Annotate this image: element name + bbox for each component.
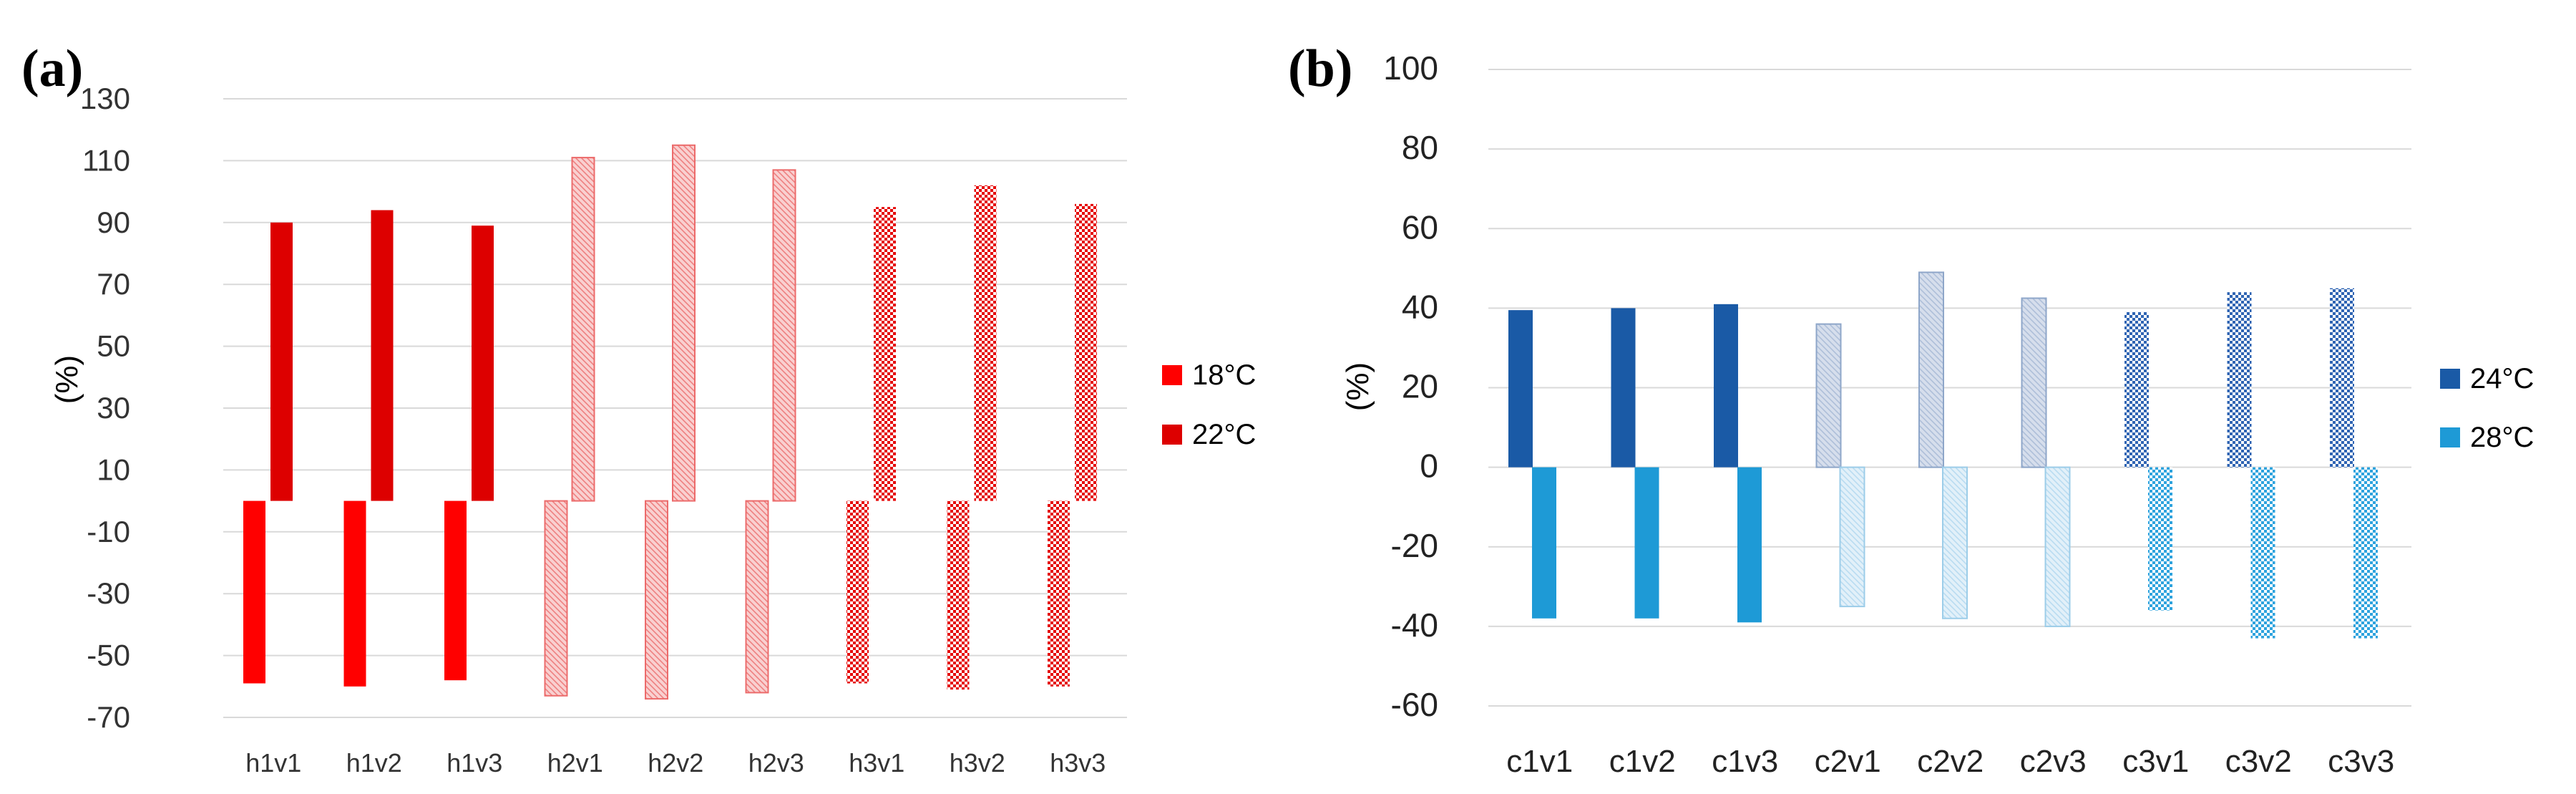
panel-label-b: (b) xyxy=(1288,39,1352,98)
bar-c3v1-24c xyxy=(2124,311,2149,468)
bar-h1v1-18c xyxy=(243,500,265,684)
bar-c1v2-28c xyxy=(1634,467,1659,619)
legend-swatch-24c xyxy=(2440,369,2460,389)
bar-h1v1-22c xyxy=(270,222,293,501)
y-tick-label: 0 xyxy=(1420,447,1438,485)
bar-c3v2-28c xyxy=(2250,467,2275,639)
chart-a-legend: 18°C 22°C xyxy=(1162,359,1256,450)
legend-label-22c: 22°C xyxy=(1192,419,1256,450)
bar-c1v2-24c xyxy=(1611,308,1636,468)
x-tick-label: h3v1 xyxy=(849,748,904,778)
bar-h3v2-18c xyxy=(947,500,970,690)
bar-c2v3-28c xyxy=(2044,466,2071,627)
x-tick-label: c3v3 xyxy=(2328,744,2394,779)
legend-swatch-22c xyxy=(1162,425,1182,445)
legend-label-24c: 24°C xyxy=(2470,363,2534,394)
chart-b-bars xyxy=(1508,271,2378,639)
bar-h1v2-18c xyxy=(343,500,366,687)
bar-h3v3-22c xyxy=(1075,203,1097,501)
y-tick-label: 90 xyxy=(97,205,130,239)
legend-label-28c: 28°C xyxy=(2470,422,2534,453)
y-tick-label: -70 xyxy=(87,700,130,734)
x-tick-label: c1v2 xyxy=(1609,744,1676,779)
bar-c3v3-28c xyxy=(2353,467,2378,639)
y-tick-label: 40 xyxy=(1402,288,1438,325)
y-tick-label: 130 xyxy=(80,82,130,115)
x-tick-label: c2v1 xyxy=(1815,744,1881,779)
legend-swatch-18c xyxy=(1162,365,1182,385)
bar-h2v1-18c xyxy=(544,500,568,697)
y-tick-label: 20 xyxy=(1402,368,1438,405)
bar-c1v3-24c xyxy=(1714,304,1738,468)
x-tick-label: c3v1 xyxy=(2122,744,2189,779)
bar-h1v2-22c xyxy=(371,210,394,501)
x-tick-label: c1v3 xyxy=(1712,744,1778,779)
legend-label-18c: 18°C xyxy=(1192,359,1256,391)
y-tick-label: 100 xyxy=(1383,49,1438,87)
bar-c1v1-24c xyxy=(1508,310,1533,468)
x-tick-label: h1v1 xyxy=(245,748,301,778)
y-tick-label: 60 xyxy=(1402,208,1438,246)
y-tick-label: 110 xyxy=(82,143,130,177)
x-tick-label: h3v2 xyxy=(950,748,1005,778)
chart-b-x-ticks: c1v1 c1v2 c1v3 c2v1 c2v2 c2v3 c3v1 c3v2 c3v3 xyxy=(1506,744,2394,779)
y-tick-label: -30 xyxy=(87,576,130,610)
bar-h3v3-18c xyxy=(1048,500,1070,687)
x-tick-label: c3v2 xyxy=(2225,744,2292,779)
bar-h1v3-22c xyxy=(472,226,494,501)
bar-c1v3-28c xyxy=(1737,467,1762,623)
x-tick-label: h1v2 xyxy=(346,748,402,778)
bar-c2v1-24c xyxy=(1815,323,1842,468)
chart-a-bars xyxy=(243,144,1097,700)
chart-b-y-label: (%) xyxy=(1340,362,1375,411)
y-tick-label: 50 xyxy=(97,329,130,363)
bar-h3v1-22c xyxy=(874,207,896,501)
y-tick-label: 70 xyxy=(97,267,130,301)
x-tick-label: h3v3 xyxy=(1050,748,1106,778)
bar-h2v2-22c xyxy=(672,144,696,502)
bar-c3v1-28c xyxy=(2148,467,2172,611)
bar-c1v1-28c xyxy=(1532,467,1556,619)
bar-h2v2-18c xyxy=(645,500,668,700)
y-tick-label: -40 xyxy=(1391,606,1438,644)
chart-a-x-ticks: h1v1 h1v2 h1v3 h2v1 h2v2 h2v3 h3v1 h3v2 h3v3 xyxy=(245,748,1106,778)
bar-c2v1-28c xyxy=(1839,466,1865,608)
x-tick-label: h2v3 xyxy=(748,748,804,778)
panel-label-a: (a) xyxy=(21,39,83,98)
bar-h2v3-18c xyxy=(745,500,769,694)
bar-h1v3-18c xyxy=(444,500,467,681)
x-tick-label: h2v2 xyxy=(648,748,703,778)
y-tick-label: 10 xyxy=(97,452,130,486)
y-tick-label: -60 xyxy=(1391,686,1438,723)
x-tick-label: h1v3 xyxy=(447,748,502,778)
bar-c2v3-24c xyxy=(2021,297,2047,468)
chart-a: (a) -70 -50 -30 -10 10 30 50 70 90 110 130 (%) h1v… xyxy=(21,39,1256,778)
x-tick-label: h2v1 xyxy=(547,748,603,778)
bar-h3v1-18c xyxy=(847,500,869,684)
chart-b-legend: 24°C 28°C xyxy=(2440,363,2534,453)
x-tick-label: c1v1 xyxy=(1506,744,1573,779)
bar-c3v3-24c xyxy=(2330,288,2354,468)
y-tick-label: -50 xyxy=(87,639,130,672)
bar-c3v2-24c xyxy=(2227,292,2252,468)
bar-h2v1-22c xyxy=(571,157,595,502)
y-tick-label: 30 xyxy=(97,391,130,425)
bar-c2v2-28c xyxy=(1942,466,1968,619)
chart-a-y-ticks: -70 -50 -30 -10 10 30 50 70 90 110 130 xyxy=(80,82,130,734)
bar-h2v3-22c xyxy=(772,169,796,502)
y-tick-label: -20 xyxy=(1391,527,1438,564)
bar-h3v2-22c xyxy=(974,185,997,501)
x-tick-label: c2v2 xyxy=(1917,744,1984,779)
legend-swatch-28c xyxy=(2440,427,2460,447)
chart-b-y-ticks: -60 -40 -20 0 20 40 60 80 100 xyxy=(1383,49,1438,723)
bar-c2v2-24c xyxy=(1918,271,1944,468)
y-tick-label: -10 xyxy=(87,515,130,548)
chart-a-y-label: (%) xyxy=(49,355,84,404)
x-tick-label: c2v3 xyxy=(2020,744,2087,779)
y-tick-label: 80 xyxy=(1402,129,1438,166)
